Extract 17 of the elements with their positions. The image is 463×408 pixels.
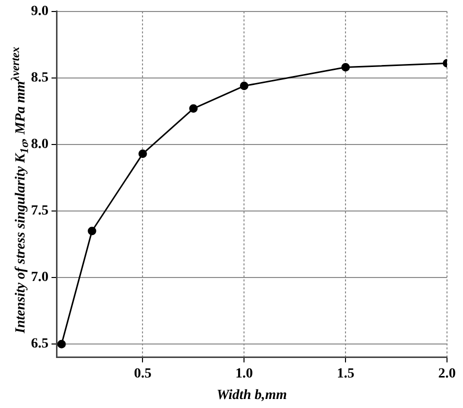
y-tick-label: 7.0 — [31, 270, 48, 286]
point — [138, 150, 147, 158]
y-tick-label: 8.0 — [31, 137, 48, 152]
point — [189, 104, 198, 113]
y-tick-label: 6.5 — [31, 336, 48, 352]
x-tick-label: 2.0 — [438, 366, 456, 382]
point — [341, 63, 350, 72]
x-tick-label: 1.0 — [235, 366, 253, 382]
y-tick-label: 8.5 — [31, 70, 48, 86]
y-tick-label: 7.5 — [31, 204, 48, 219]
y-tick-label: 9.0 — [31, 4, 48, 20]
x-tick-label: 1.5 — [336, 366, 354, 382]
point — [88, 226, 96, 236]
x-tick-label: 0.5 — [134, 366, 152, 382]
x-axis-title: Width b,mm — [216, 388, 287, 404]
point — [240, 82, 248, 90]
point — [57, 340, 66, 348]
